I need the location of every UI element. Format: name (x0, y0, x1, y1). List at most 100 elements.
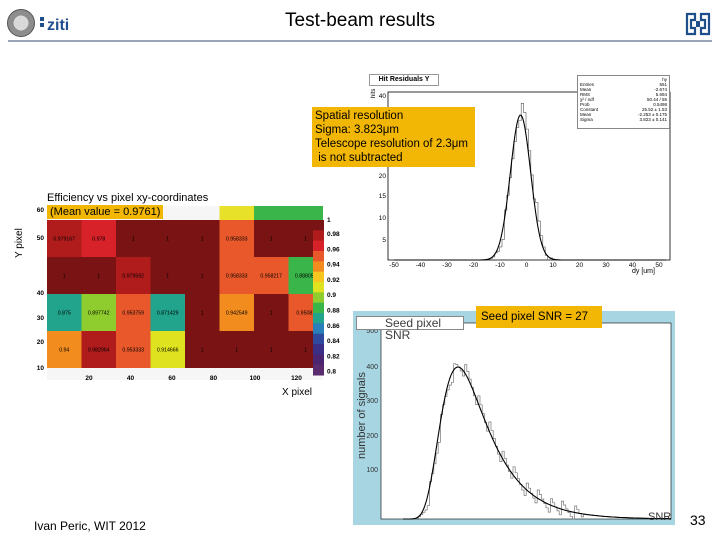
efficiency-cell-label: 1 (270, 348, 273, 354)
color-scale-label: 0.8 (327, 369, 336, 376)
efficiency-cell-label: 0.942549 (226, 311, 248, 317)
efficiency-cell-label: 0.95081 (296, 311, 315, 317)
efficiency-cell-label: 1 (201, 348, 204, 354)
stats-value: -2.674 (654, 87, 667, 92)
efficiency-cell-label: 1 (270, 311, 273, 317)
color-scale-label: 0.96 (327, 246, 340, 253)
snr-note: Seed pixel SNR = 27 (476, 306, 602, 328)
efficiency-cell-label: 0.897742 (88, 311, 110, 317)
stats-value: 5.694 (655, 92, 667, 97)
university-logo (685, 12, 711, 36)
spatial-note-line: is not subtracted (315, 152, 403, 164)
efficiency-ytick: 60 (37, 207, 45, 214)
color-scale-segment (313, 230, 324, 242)
stats-key: Mean (580, 112, 592, 117)
residuals-xtick: 10 (549, 262, 557, 269)
snr-xlabel: SNR (648, 511, 671, 523)
color-scale-segment (313, 251, 324, 262)
efficiency-ytick: 10 (37, 365, 45, 372)
stats-row: Entries 551 (580, 82, 667, 87)
color-scale-label: 0.86 (327, 323, 340, 330)
stats-key: Mean (580, 87, 592, 92)
color-scale-segment (313, 364, 324, 376)
stats-value: 0.5498 (653, 102, 667, 107)
efficiency-cell-label: 0.979592 (122, 274, 144, 280)
efficiency-cell-label: 0.978 (92, 237, 105, 243)
stats-key: RMS (580, 92, 590, 97)
residuals-xtick: -50 (389, 262, 399, 269)
efficiency-ytick: 50 (37, 235, 45, 242)
efficiency-cell (116, 220, 151, 257)
residuals-title: Hit Residuals Y (369, 74, 439, 86)
efficiency-ylabel: Y pixel (14, 228, 25, 258)
color-scale-segment (313, 282, 324, 293)
efficiency-xtick: 40 (127, 375, 135, 382)
efficiency-cell-label: 0.958333 (226, 237, 248, 243)
residuals-ytick: 40 (379, 93, 387, 100)
efficiency-cell (185, 294, 220, 331)
color-scale-segment (313, 271, 324, 283)
efficiency-cell (150, 294, 185, 331)
efficiency-cell (150, 220, 185, 257)
snr-ytick: 100 (366, 467, 378, 474)
residuals-xtick: 30 (602, 262, 610, 269)
color-scale-segment (313, 344, 324, 355)
efficiency-cell (219, 331, 254, 368)
color-scale-label: 0.98 (327, 231, 340, 238)
stats-row: Mean -2.674 (580, 87, 667, 92)
residuals-gauss-fit (394, 114, 666, 261)
efficiency-xtick: 120 (291, 375, 302, 382)
efficiency-cell-label: 1 (63, 274, 66, 280)
residuals-xtick: -30 (442, 262, 452, 269)
header-rule (8, 40, 712, 42)
efficiency-cell-label: 0.958217 (260, 274, 282, 280)
color-scale-label: 0.82 (327, 353, 340, 360)
color-scale-label: 0.84 (327, 338, 340, 345)
color-scale-top-label: 1 (327, 217, 331, 224)
residuals-ytick: 15 (379, 193, 387, 200)
color-scale-segment (313, 220, 324, 231)
efficiency-cell (185, 257, 220, 294)
color-scale-segment (313, 302, 324, 314)
residuals-ytick: 20 (379, 173, 387, 180)
color-scale-segment (313, 354, 324, 366)
efficiency-cell-label: 1 (201, 237, 204, 243)
efficiency-cell-top (219, 206, 254, 220)
efficiency-cell-label: 0.953759 (122, 311, 144, 317)
efficiency-cell-label: 0.871429 (157, 311, 179, 317)
snr-histogram-panel: 500 400 300 200 100 number of signals SNR (353, 311, 675, 525)
residuals-xtick: 40 (629, 262, 637, 269)
efficiency-cell (81, 331, 116, 368)
efficiency-cell-label: 1 (166, 237, 169, 243)
efficiency-cell-label: 1 (304, 348, 307, 354)
efficiency-xtick: 80 (210, 375, 218, 382)
efficiency-cell-label: 0.979167 (53, 237, 75, 243)
stats-row: Sigma 3.823 ± 0.141 (580, 117, 667, 122)
efficiency-cell (254, 257, 289, 294)
efficiency-cell (47, 257, 82, 294)
color-scale-label: 0.88 (327, 308, 340, 315)
snr-title: Seed pixel SNR (356, 316, 464, 341)
residuals-xlabel: dy [um] (632, 268, 655, 275)
residuals-xtick: 50 (655, 262, 663, 269)
efficiency-cell (219, 294, 254, 331)
snr-ytick: 300 (366, 398, 378, 405)
stats-key: Constant (580, 107, 599, 112)
stats-key: Entries (580, 82, 595, 87)
efficiency-cell-label: 1 (201, 311, 204, 317)
efficiency-cell-label: 1 (270, 237, 273, 243)
efficiency-cell-label: 1 (235, 348, 238, 354)
stats-key: Prob (580, 102, 590, 107)
stats-row: Prob 0.5498 (580, 102, 667, 107)
efficiency-cell (116, 331, 151, 368)
color-scale-segment (313, 333, 324, 345)
efficiency-cell-label: 0.875 (58, 311, 71, 317)
stats-row: Mean -2.253 ± 0.175 (580, 112, 667, 117)
color-scale-segment (313, 313, 324, 324)
snr-histogram: 500 400 300 200 100 number of signals SNR (356, 322, 672, 523)
residuals-xtick: 20 (576, 262, 584, 269)
efficiency-cell (254, 294, 289, 331)
ziti-logo-text: ziti (47, 17, 69, 34)
footer-author: Ivan Peric, WIT 2012 (34, 519, 146, 533)
efficiency-xtick: 20 (85, 375, 93, 382)
